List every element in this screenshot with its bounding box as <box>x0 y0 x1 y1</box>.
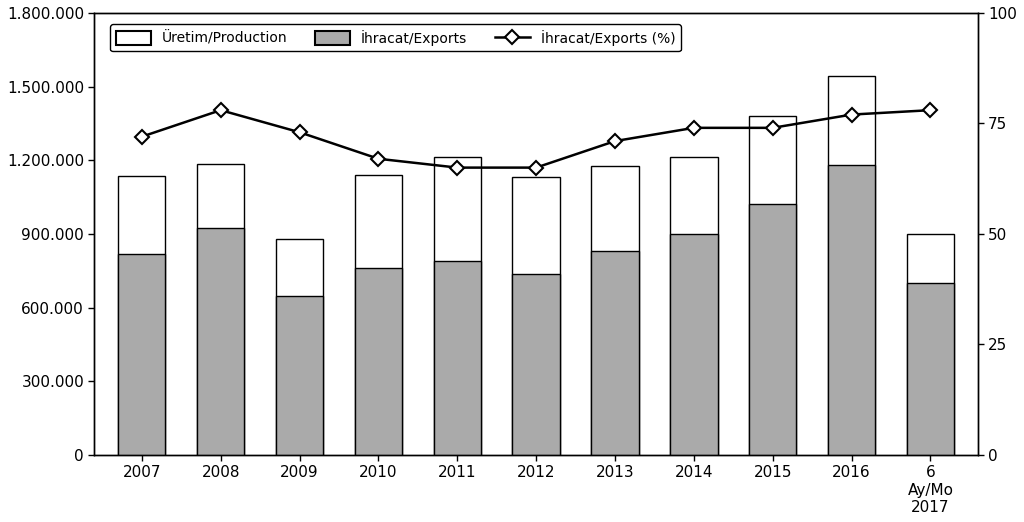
Bar <box>670 234 718 455</box>
Bar <box>907 283 954 455</box>
Bar <box>118 176 166 455</box>
Bar <box>275 296 324 455</box>
Bar <box>512 177 560 455</box>
İhracat/Exports (%) <box>688 125 700 131</box>
İhracat/Exports (%) <box>135 134 147 140</box>
İhracat/Exports (%) <box>767 125 779 131</box>
Line: İhracat/Exports (%): İhracat/Exports (%) <box>137 105 935 172</box>
Bar <box>197 228 245 455</box>
Bar <box>354 175 402 455</box>
Bar <box>118 254 166 455</box>
İhracat/Exports (%) <box>925 107 937 113</box>
Bar <box>907 234 954 455</box>
Bar <box>197 164 245 455</box>
Bar <box>828 165 876 455</box>
İhracat/Exports (%) <box>530 164 543 171</box>
İhracat/Exports (%) <box>214 107 226 113</box>
İhracat/Exports (%) <box>609 138 622 144</box>
İhracat/Exports (%) <box>373 156 385 162</box>
Legend: Üretim/Production, İhracat/Exports, İhracat/Exports (%): Üretim/Production, İhracat/Exports, İhra… <box>111 25 681 51</box>
Bar <box>354 268 402 455</box>
Bar <box>275 239 324 455</box>
Bar <box>433 261 481 455</box>
İhracat/Exports (%) <box>452 164 464 171</box>
Bar <box>591 251 639 455</box>
İhracat/Exports (%) <box>846 112 858 118</box>
İhracat/Exports (%) <box>294 129 306 135</box>
Bar <box>591 167 639 455</box>
Bar <box>828 76 876 455</box>
Bar <box>433 157 481 455</box>
Bar <box>750 205 797 455</box>
Bar <box>512 275 560 455</box>
Bar <box>670 157 718 455</box>
Bar <box>750 116 797 455</box>
